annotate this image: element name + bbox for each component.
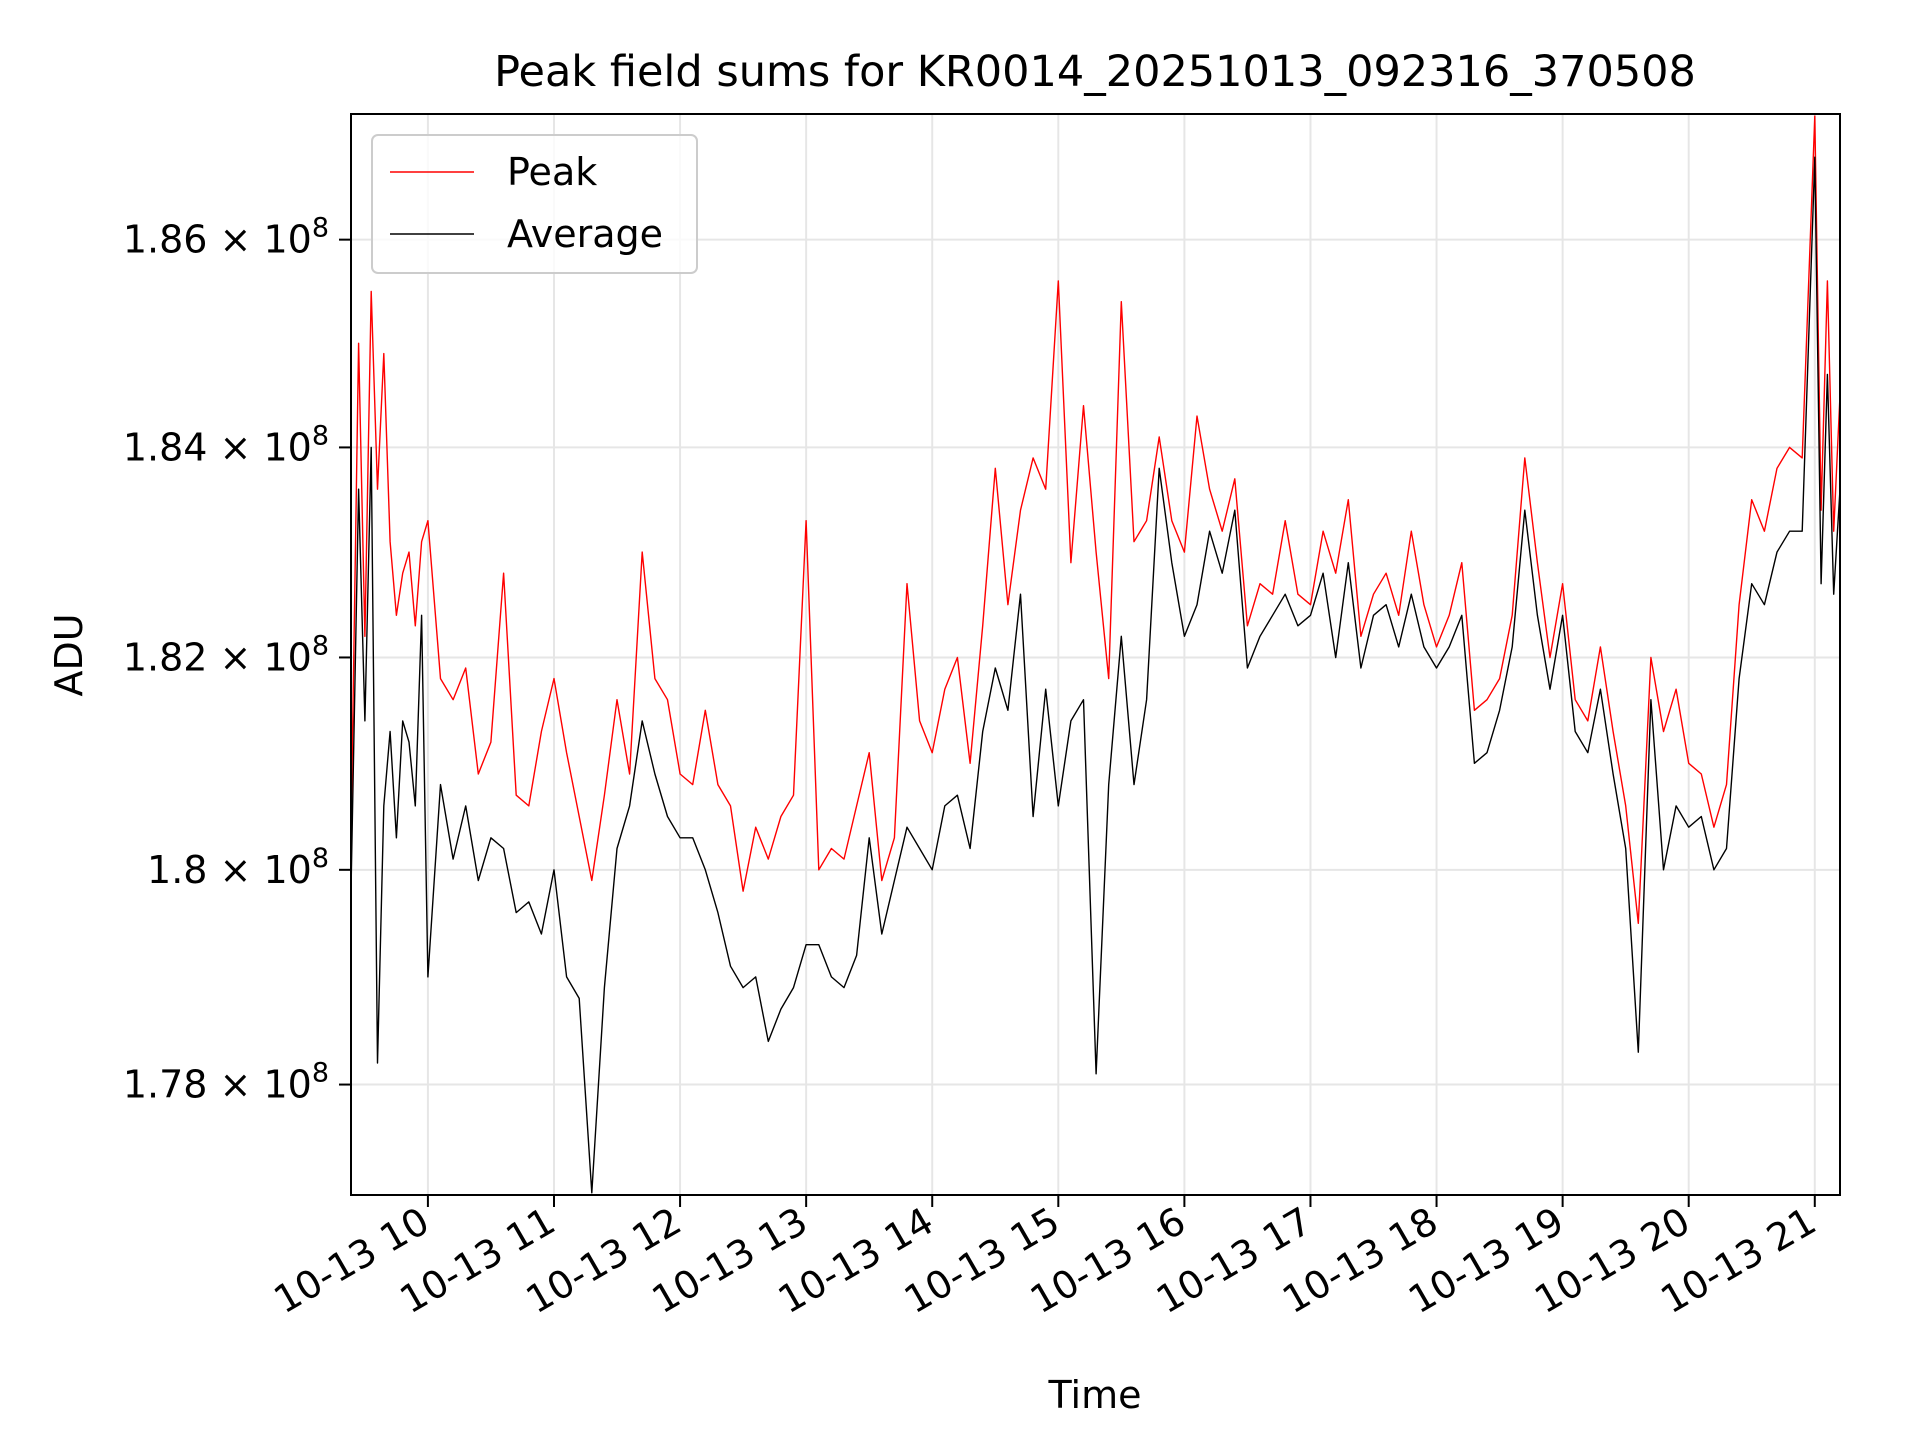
y-tick-label: 1.84 × 108	[123, 420, 329, 469]
y-tick-label: 1.86 × 108	[123, 213, 329, 262]
legend-label-average: Average	[507, 212, 663, 256]
series-line-peak	[351, 115, 1840, 924]
plot-frame	[350, 113, 1841, 1196]
y-tick-label: 1.78 × 108	[123, 1058, 329, 1107]
series-line-average	[351, 156, 1840, 1194]
x-axis-label: Time	[1048, 1373, 1142, 1417]
series-layer	[351, 115, 1840, 1194]
y-ticks: 1.78 × 108 1.8 × 108 1.82 × 108 1.84 × 108 1…	[123, 213, 351, 1107]
chart-title: Peak field sums for KR0014_20251013_0923…	[494, 47, 1696, 97]
y-axis-label: ADU	[47, 613, 91, 696]
grid	[351, 114, 1840, 1195]
y-tick-label: 1.82 × 108	[123, 630, 329, 679]
legend-box	[371, 134, 698, 274]
legend: Peak Average	[371, 134, 698, 274]
y-tick-label: 1.8 × 108	[147, 843, 329, 892]
legend-label-peak: Peak	[507, 150, 597, 194]
